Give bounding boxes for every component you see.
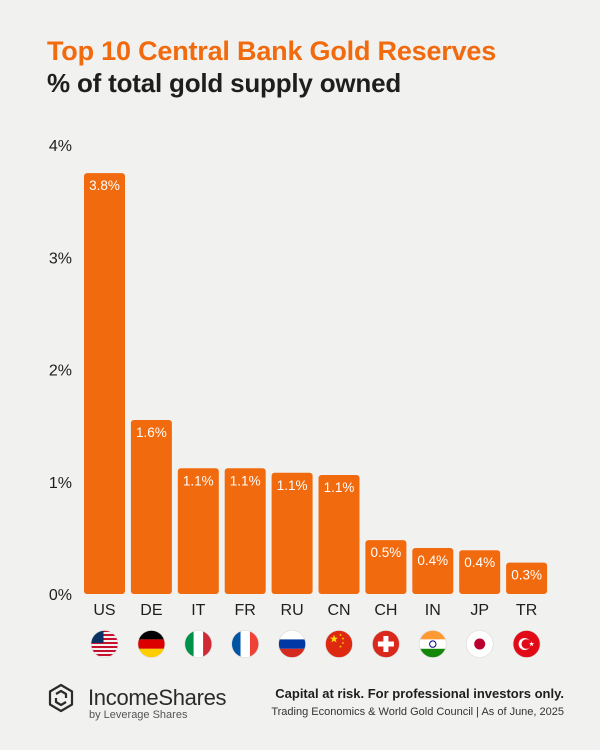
incomeshares-logo-icon <box>48 683 74 713</box>
x-tick-label: CN <box>327 602 350 619</box>
bar <box>318 475 360 594</box>
cn-flag-icon <box>325 630 353 658</box>
x-tick-label: IT <box>191 602 205 619</box>
y-tick-label: 3% <box>49 250 72 267</box>
bar-data-label: 1.1% <box>183 473 214 488</box>
bar <box>84 173 125 594</box>
x-tick-label: FR <box>235 602 256 619</box>
bar <box>506 562 548 594</box>
y-tick-label: 1% <box>49 475 72 492</box>
y-tick-label: 4% <box>49 138 72 155</box>
bar-chart: 0% 1% 2% 3% 4% 3.8% US 1.6% DE 1.1% IT 1.1% FR 1.1% RU… <box>49 138 548 658</box>
fr-flag-icon <box>231 630 259 658</box>
it-flag-icon <box>184 630 213 658</box>
bar <box>224 468 266 594</box>
x-tick-label: RU <box>281 602 304 619</box>
bar-data-label: 0.4% <box>464 555 495 570</box>
bar <box>271 472 313 594</box>
chart-subtitle: % of total gold supply owned <box>47 68 402 98</box>
bar-data-label: 0.3% <box>511 568 542 583</box>
x-tick-label: JP <box>470 602 489 619</box>
bar <box>177 468 219 594</box>
jp-flag-icon <box>465 630 494 658</box>
bar-data-label: 1.1% <box>230 473 261 488</box>
x-tick-label: IN <box>425 602 441 619</box>
bar-data-label: 3.8% <box>89 178 120 193</box>
y-tick-label: 0% <box>49 587 72 604</box>
bar <box>459 550 501 594</box>
bar <box>130 420 172 594</box>
chart-title: Top 10 Central Bank Gold Reserves <box>47 36 497 66</box>
bar-data-label: 1.1% <box>277 478 308 493</box>
bar <box>365 540 407 594</box>
x-tick-label: TR <box>516 602 537 619</box>
bar-data-label: 0.4% <box>417 553 448 568</box>
de-flag-icon <box>137 630 166 658</box>
ru-flag-icon <box>278 630 306 658</box>
in-flag-icon <box>418 630 447 658</box>
bar-data-label: 0.5% <box>371 545 402 560</box>
bar-data-label: 1.1% <box>324 480 355 495</box>
ch-flag-icon <box>372 630 400 658</box>
data-source: Trading Economics & World Gold Council |… <box>271 706 564 718</box>
brand-name: IncomeShares <box>88 685 227 710</box>
y-tick-label: 2% <box>49 363 72 380</box>
x-tick-label: DE <box>140 602 162 619</box>
risk-disclaimer: Capital at risk. For professional invest… <box>275 686 564 701</box>
tr-flag-icon <box>512 630 541 658</box>
bar-data-label: 1.6% <box>136 425 167 440</box>
x-tick-label: CH <box>374 602 397 619</box>
bar <box>412 547 454 594</box>
us-flag-icon <box>90 630 119 658</box>
brand-subtitle: by Leverage Shares <box>89 709 188 721</box>
x-tick-label: US <box>93 602 115 619</box>
